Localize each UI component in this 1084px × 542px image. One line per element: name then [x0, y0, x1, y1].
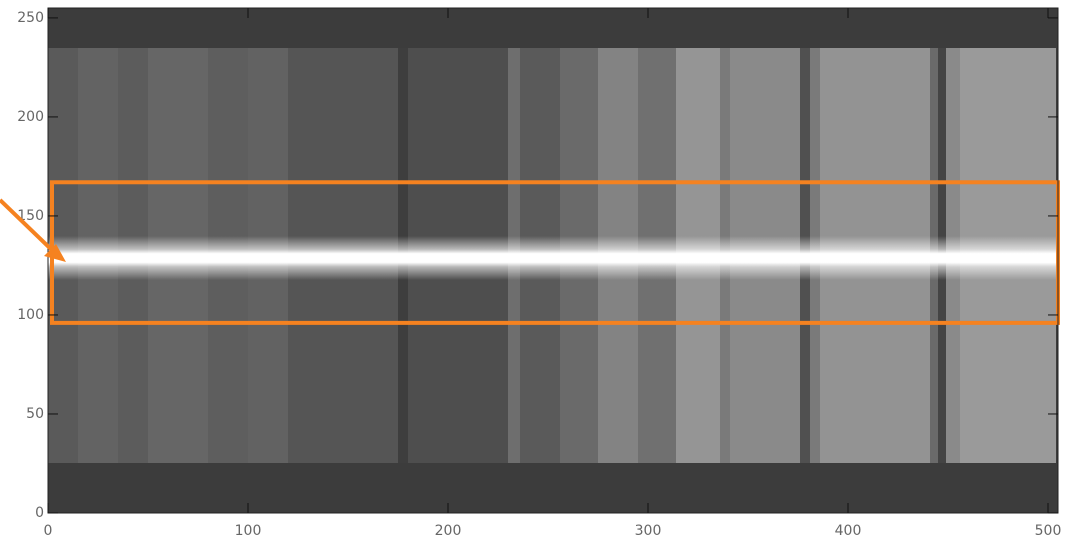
spectrum-image	[48, 8, 1058, 513]
y-tick-label: 100	[17, 307, 44, 323]
x-tick-label: 100	[235, 523, 262, 539]
y-tick-label: 200	[17, 109, 44, 125]
y-tick-label: 0	[35, 505, 44, 521]
y-tick-label: 50	[26, 406, 44, 422]
arrow	[0, 198, 66, 262]
x-tick-label: 0	[44, 523, 53, 539]
x-tick-label: 400	[835, 523, 862, 539]
plot-frame	[47, 7, 1059, 514]
y-tick-label: 250	[17, 10, 44, 26]
x-tick-label: 500	[1035, 523, 1062, 539]
image-glow	[48, 236, 1058, 280]
x-tick-label: 200	[435, 523, 462, 539]
y-tick-label: 150	[17, 208, 44, 224]
x-tick-label: 300	[635, 523, 662, 539]
